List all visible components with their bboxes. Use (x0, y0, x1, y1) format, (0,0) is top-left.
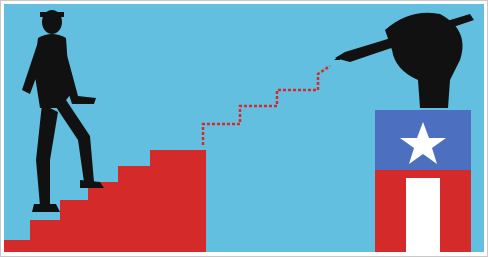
page: (() => { const data = JSON.parse(documen… (0, 0, 488, 257)
flag-column (375, 110, 471, 252)
illustration (0, 0, 488, 257)
